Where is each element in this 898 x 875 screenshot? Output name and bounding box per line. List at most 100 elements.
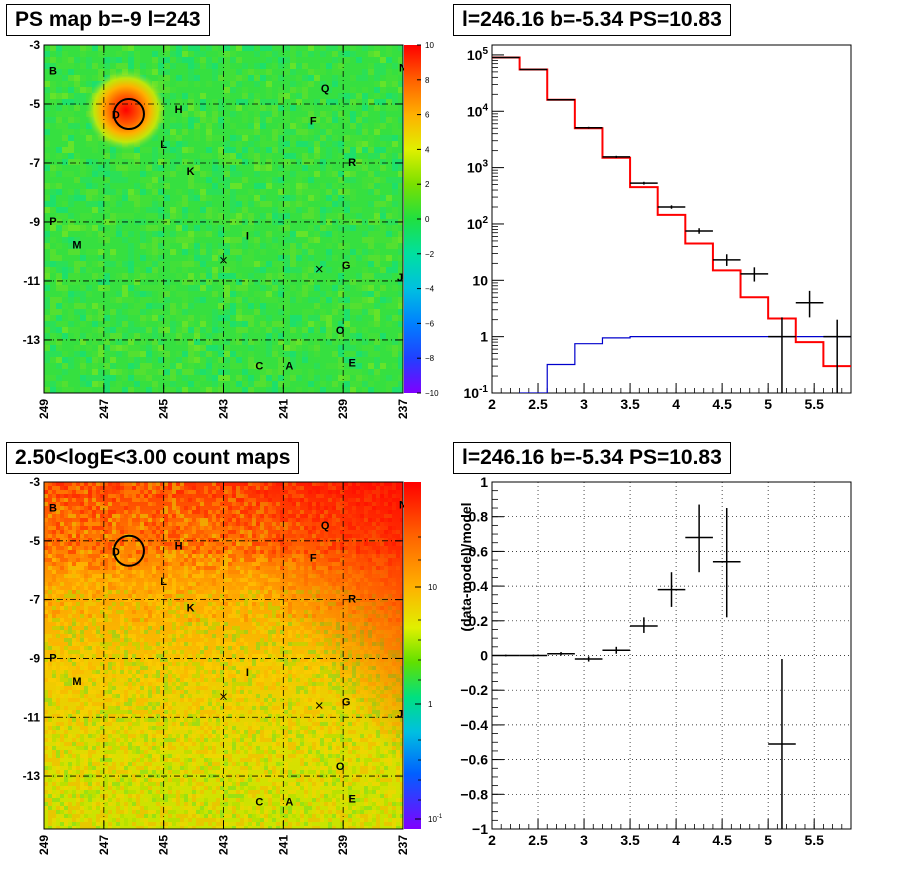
source-label: N [399,63,407,75]
colorbar-tick-label: 8 [425,76,430,85]
colorbar-tick-label: −6 [425,319,435,328]
residual-x-tick-label: 2 [488,832,496,848]
spectrum-x-tick-label: 4.5 [712,396,732,412]
residual-y-tick-label: 0.6 [469,543,489,559]
count-map-panel: B N Q D H F L R K P M I G J O C A E 249 247 245 243 241 239 237… [23,475,443,855]
spectrum-title: l=246.16 b=-5.34 PS=10.83 [453,4,731,36]
map-x-tick-label: 247 [97,835,111,855]
source-label: Q [321,83,330,95]
spectrum-x-tick-label: 2 [488,396,496,412]
source-label: D [112,110,120,122]
source-label: I [246,667,249,679]
map-y-tick-label: -11 [23,274,40,288]
source-label: F [310,552,317,564]
ps-map-panel: B N Q D H F L R K P M I G J O C A E 249 247 245 243 241 239 237… [23,38,439,419]
colorbar-tick-label: 2 [425,180,430,189]
source-label: K [187,166,195,178]
map-y-tick-label: -7 [29,156,40,170]
source-label: N [399,499,407,511]
spectrum-y-tick-label: 104 [467,102,489,119]
source-label: C [255,360,263,372]
source-label: J [397,272,403,284]
residual-x-tick-label: 3.5 [620,832,640,848]
source-label: D [112,547,120,559]
residual-frame [491,481,852,830]
position-cross [220,693,227,701]
residual-y-label: (data-model)/model [458,502,474,631]
source-label: H [175,104,183,116]
residual-x-tick-label: 5.5 [804,832,824,848]
source-label: P [49,652,56,664]
colorbar-tick-label: 0 [425,215,430,224]
spectrum-x-tick-label: 3.5 [620,396,640,412]
spectrum-x-tick-label: 5 [764,396,772,412]
map-x-tick-label: 241 [276,399,290,419]
ps-source-labels: B N Q D H F L R K P M I G J O C A E [49,63,407,373]
residual-y-tick-label: 0 [480,648,488,664]
source-circle [112,98,145,131]
map-x-tick-label: 243 [217,399,231,419]
ps-map-markers [112,98,323,273]
source-label: E [348,357,355,369]
spectrum-x-tick-label: 4 [672,396,680,412]
map-y-tick-label: -5 [29,97,40,111]
source-label: O [336,325,345,337]
colorbar-tick-label: 10-1 [428,814,443,824]
colorbar-tick-label: 10 [428,583,437,592]
map-x-tick-label: 237 [396,399,410,419]
spectrum-axes: 2 2.5 3 3.5 4 4.5 5 5.5 10-1 1 10 102 103 104 105 [464,46,852,412]
colorbar-tick-label: −10 [425,389,439,398]
source-label: A [285,360,293,372]
source-label: A [285,796,293,808]
colorbar-tick-label: −4 [425,285,435,294]
source-label: L [160,139,167,151]
map-y-tick-label: -13 [23,333,41,347]
map-y-tick-label: -9 [29,651,40,665]
residual-panel: 2 2.5 3 3.5 4 4.5 5 5.5 1 0.8 0.6 0.4 0.2 0 −0.2 −0.4 −0… [458,474,852,848]
residual-y-tick-label: −0.8 [460,786,488,802]
map-x-tick-label: 245 [157,399,171,419]
residual-y-tick-label: 0.8 [469,509,489,525]
count-map-grid [44,482,403,829]
map-x-tick-label: 239 [336,835,350,855]
count-map-markers [112,534,323,709]
colorbar-tick-label: 1 [428,700,433,709]
map-x-tick-label: 241 [276,835,290,855]
source-label: L [160,576,167,588]
residual-x-tick-label: 5 [764,832,772,848]
map-x-tick-label: 247 [97,399,111,419]
spectrum-x-tick-label: 5.5 [804,396,824,412]
ps-map-grid [44,45,403,393]
colorbar-tick-label: 6 [425,111,430,120]
residual-title: l=246.16 b=-5.34 PS=10.83 [453,442,731,474]
spectrum-y-tick-label: 1 [480,329,488,345]
residual-x-tick-label: 2.5 [528,832,548,848]
residual-y-tick-label: −0.6 [460,752,488,768]
count-map-axes: 249 247 245 243 241 239 237 -3 -5 -7 -9 -11 -13 [23,475,410,855]
source-label: C [255,796,263,808]
residual-y-tick-label: 1 [480,474,488,490]
colorbar-tick-label: −2 [425,250,435,259]
colorbar-tick-label: 10 [425,41,434,50]
source-label: K [187,602,195,614]
ps-hotspot [86,70,166,150]
count-colorbar [404,482,421,829]
ps-map-title: PS map b=-9 l=243 [6,4,210,36]
ps-colorbar [404,45,421,393]
map-x-tick-label: 245 [157,835,171,855]
source-label: R [348,157,356,169]
residual-y-tick-label: 0.4 [469,578,489,594]
map-y-tick-label: -7 [29,593,40,607]
source-label: B [49,502,57,514]
source-label: B [49,65,57,77]
source-label: R [348,594,356,606]
map-y-tick-label: -5 [29,534,40,548]
ps-map-texture [44,45,403,393]
position-cross [315,265,323,273]
ps-colorbar-ticks: 10 8 6 4 2 0 −2 −4 −6 −8 −10 [417,41,439,398]
spectrum-y-tick-label: 105 [467,46,489,63]
residual-y-tick-label: −0.2 [460,682,488,698]
source-label: M [72,676,81,688]
ps-map-axes: 249 247 245 243 241 239 237 -3 -5 -7 -9 -11 -13 [23,38,410,419]
